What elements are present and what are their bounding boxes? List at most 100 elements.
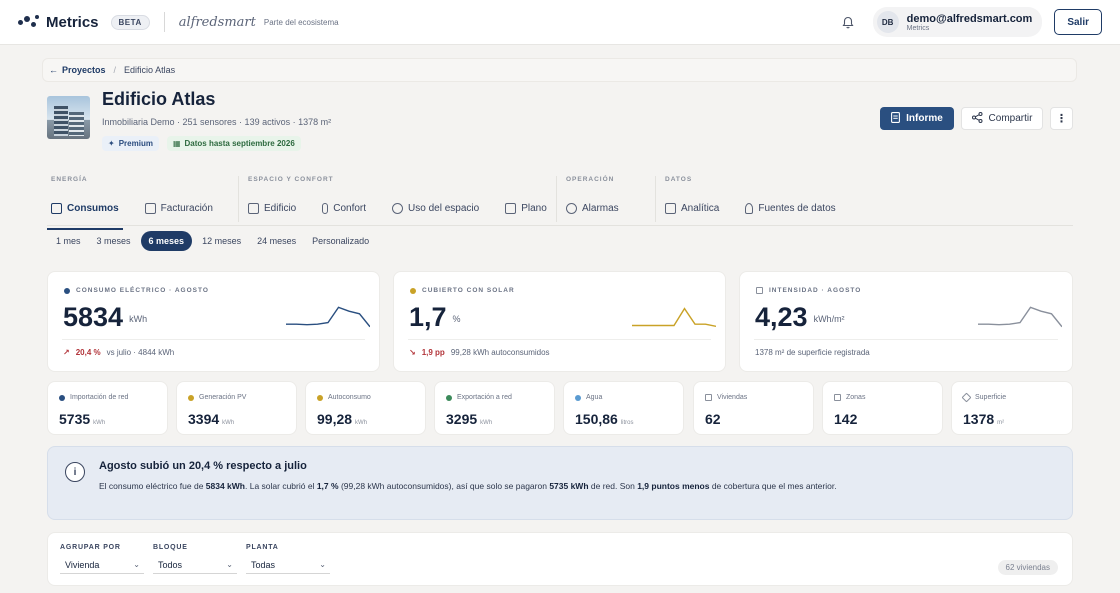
sparkline xyxy=(632,307,716,327)
metric-value: 5735 kWh xyxy=(59,411,105,427)
period-personalizado[interactable]: Personalizado xyxy=(312,236,370,246)
beta-badge: BETA xyxy=(110,14,150,30)
share-button[interactable]: Compartir xyxy=(961,107,1043,130)
kpi-footer: ↗ 20,4 % vs julio · 4844 kWh xyxy=(63,348,174,357)
period-3-meses[interactable]: 3 meses xyxy=(96,236,131,246)
tab-analitica[interactable]: Analítica xyxy=(661,197,723,219)
invoice-icon xyxy=(144,202,156,214)
metric-value-number: 150,86 xyxy=(575,411,618,427)
insight-title: Agosto subió un 20,4 % respecto a julio xyxy=(99,460,307,472)
period-24-meses[interactable]: 24 meses xyxy=(257,236,297,246)
metric-label: Viviendas xyxy=(705,394,747,401)
tab-label: Fuentes de datos xyxy=(758,202,836,214)
alarm-icon xyxy=(566,202,577,214)
nav-group-energia: ENERGÍA Consumos Facturación xyxy=(47,176,217,230)
filter-label: AGRUPAR POR xyxy=(60,544,121,551)
group-by-select[interactable]: Vivienda ⌄ xyxy=(60,556,144,574)
period-6-meses[interactable]: 6 meses xyxy=(140,231,193,251)
kpi-value: 4,23 kWh/m² xyxy=(755,302,845,333)
tab-facturacion[interactable]: Facturación xyxy=(141,197,217,219)
user-menu[interactable]: DB demo@alfredsmart.com Metrics xyxy=(872,7,1043,37)
metric-unit: kWh xyxy=(93,420,106,426)
kpi-footnote: 99,28 kWh autoconsumidos xyxy=(450,348,550,357)
metric-unit: kWh xyxy=(480,420,493,426)
tab-edificio[interactable]: Edificio xyxy=(244,197,300,219)
section-navigation: ENERGÍA Consumos Facturación ESPACIO Y C… xyxy=(47,176,1073,230)
filter-floor: PLANTA Todas ⌄ xyxy=(246,544,330,574)
kpi-dot xyxy=(410,287,416,294)
nav-group-operacion: OPERACIÓN Alarmas xyxy=(556,176,623,226)
nav-group-label: ENERGÍA xyxy=(51,176,88,183)
map-icon xyxy=(505,202,517,214)
plug-icon xyxy=(745,202,754,214)
metric-label: Autoconsumo xyxy=(317,394,371,401)
metric-dot xyxy=(188,394,194,401)
period-12-meses[interactable]: 12 meses xyxy=(202,236,242,246)
report-button[interactable]: Informe xyxy=(880,107,954,130)
kpi-value: 5834 kWh xyxy=(63,302,147,333)
tab-consumos[interactable]: Consumos xyxy=(47,197,123,230)
period-selector: 1 mes 3 meses 6 meses 12 meses 24 meses … xyxy=(50,231,375,251)
block-select[interactable]: Todos ⌄ xyxy=(153,556,237,574)
insight-highlight: 1,7 % xyxy=(316,481,339,491)
insight-banner: i Agosto subió un 20,4 % respecto a juli… xyxy=(47,446,1073,520)
kpi-value-number: 5834 xyxy=(63,302,124,332)
filter-label: BLOQUE xyxy=(153,544,188,551)
tab-plano[interactable]: Plano xyxy=(501,197,551,219)
metric-value: 1378 m² xyxy=(963,411,1004,427)
premium-badge-label: Premium xyxy=(118,139,153,148)
metric-label: Importación de red xyxy=(59,394,128,401)
metric-value-number: 62 xyxy=(705,411,721,427)
metric-label-text: Zonas xyxy=(846,394,866,401)
kpi-label-text: INTENSIDAD · AGOSTO xyxy=(769,287,862,294)
kpi-footnote: vs julio · 4844 kWh xyxy=(106,348,175,357)
metric-value: 142 xyxy=(834,411,857,427)
metric-card-autoconsumo: Autoconsumo 99,28 kWh xyxy=(305,381,426,435)
tab-confort[interactable]: Confort xyxy=(318,197,370,219)
floor-select[interactable]: Todas ⌄ xyxy=(246,556,330,574)
kpi-delta: 1,9 pp xyxy=(421,348,445,357)
user-org: Metrics xyxy=(906,24,930,32)
tab-label: Analítica xyxy=(681,202,720,214)
kpi-footer: 1378 m² de superficie registrada xyxy=(755,348,870,357)
metric-dot xyxy=(446,394,452,401)
metric-card-superficie: Superficie 1378 m² xyxy=(951,381,1073,435)
tab-alarmas[interactable]: Alarmas xyxy=(562,197,623,219)
kpi-footer: ↘ 1,9 pp 99,28 kWh autoconsumidos xyxy=(409,348,550,357)
logo[interactable]: Metrics BETA xyxy=(18,14,150,31)
period-1-mes[interactable]: 1 mes xyxy=(56,236,81,246)
metric-label-text: Viviendas xyxy=(717,394,748,401)
kpi-card-consumo: CONSUMO ELÉCTRICO · AGOSTO 5834 kWh ↗ 20,4… xyxy=(47,271,380,372)
metric-value-number: 3295 xyxy=(446,411,478,427)
filter-block: BLOQUE Todos ⌄ xyxy=(153,544,237,574)
ruler-icon xyxy=(961,392,972,403)
users-icon xyxy=(392,202,404,214)
notifications-bell-icon[interactable] xyxy=(835,9,861,35)
report-button-label: Informe xyxy=(906,113,943,124)
thermometer-icon xyxy=(322,202,329,214)
grid-icon xyxy=(834,394,841,401)
building-icon xyxy=(248,202,259,214)
metric-card-agua: Agua 150,86 litros xyxy=(563,381,684,435)
insight-text-part: de red. Son xyxy=(588,481,638,491)
breadcrumb-separator: / xyxy=(113,65,117,75)
building-icon xyxy=(756,287,763,294)
breadcrumb-back-link[interactable]: ← Proyectos xyxy=(49,65,106,75)
metric-unit: m² xyxy=(997,420,1005,426)
metric-card-importacion: Importación de red 5735 kWh xyxy=(47,381,168,435)
logout-button[interactable]: Salir xyxy=(1054,9,1102,35)
trend-down-icon: ↘ xyxy=(409,348,416,357)
kpi-unit: kWh/m² xyxy=(813,313,845,324)
more-options-button[interactable]: ⋮ xyxy=(1050,107,1073,130)
kpi-label: CONSUMO ELÉCTRICO · AGOSTO xyxy=(64,287,209,294)
tab-label: Consumos xyxy=(67,202,119,214)
metric-value: 62 xyxy=(705,411,721,427)
tab-uso-espacio[interactable]: Uso del espacio xyxy=(388,197,483,219)
tab-label: Edificio xyxy=(264,202,297,214)
tab-fuentes-datos[interactable]: Fuentes de datos xyxy=(741,197,839,219)
metric-value-number: 99,28 xyxy=(317,411,353,427)
brand-logo: alfredsmart xyxy=(178,14,256,30)
kpi-card-intensidad: INTENSIDAD · AGOSTO 4,23 kWh/m² 1378 m² d… xyxy=(739,271,1073,372)
premium-badge: ✦ Premium xyxy=(102,136,159,151)
building-thumbnail xyxy=(47,96,90,139)
